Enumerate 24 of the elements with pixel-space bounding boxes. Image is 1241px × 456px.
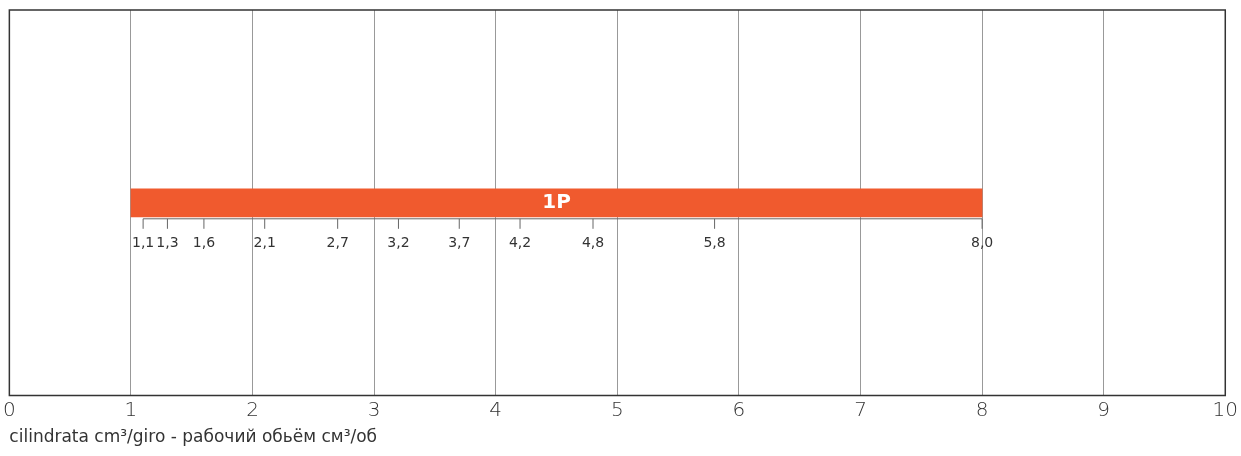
x-axis-title: cilindrata cm³/giro - рабочий обьём см³/об bbox=[9, 426, 378, 447]
x-tick-label: 2 bbox=[246, 396, 259, 421]
x2-tick-label: 1,1 bbox=[131, 234, 155, 251]
series-label: 1P bbox=[542, 189, 571, 213]
x-tick-label: 6 bbox=[732, 396, 746, 421]
x-tick-label: 3 bbox=[367, 396, 381, 421]
x2-tick-label: 2,7 bbox=[326, 234, 349, 251]
x2-tick-label: 3,7 bbox=[448, 234, 471, 251]
x2-tick-label: 8,0 bbox=[970, 234, 994, 251]
x2-tick-label: 3,2 bbox=[387, 234, 410, 251]
x-tick-label: 5 bbox=[610, 396, 624, 421]
x-tick-label: 1 bbox=[124, 396, 138, 421]
x-tick-label: 8 bbox=[975, 396, 989, 421]
x2-tick-label: 4,2 bbox=[508, 234, 532, 251]
x-tick-label: 9 bbox=[1097, 396, 1111, 421]
x2-tick-label: 1,6 bbox=[192, 234, 216, 251]
x-tick-label: 7 bbox=[854, 396, 867, 421]
x-tick-label: 4 bbox=[489, 396, 503, 421]
x2-tick-label: 2,1 bbox=[253, 234, 276, 251]
x-tick-label: 10 bbox=[1212, 396, 1238, 421]
x2-tick-label: 5,8 bbox=[703, 234, 726, 251]
x2-tick-label: 4,8 bbox=[581, 234, 605, 251]
x2-tick-label: 1,3 bbox=[156, 234, 179, 251]
x-tick-label: 0 bbox=[3, 396, 16, 421]
